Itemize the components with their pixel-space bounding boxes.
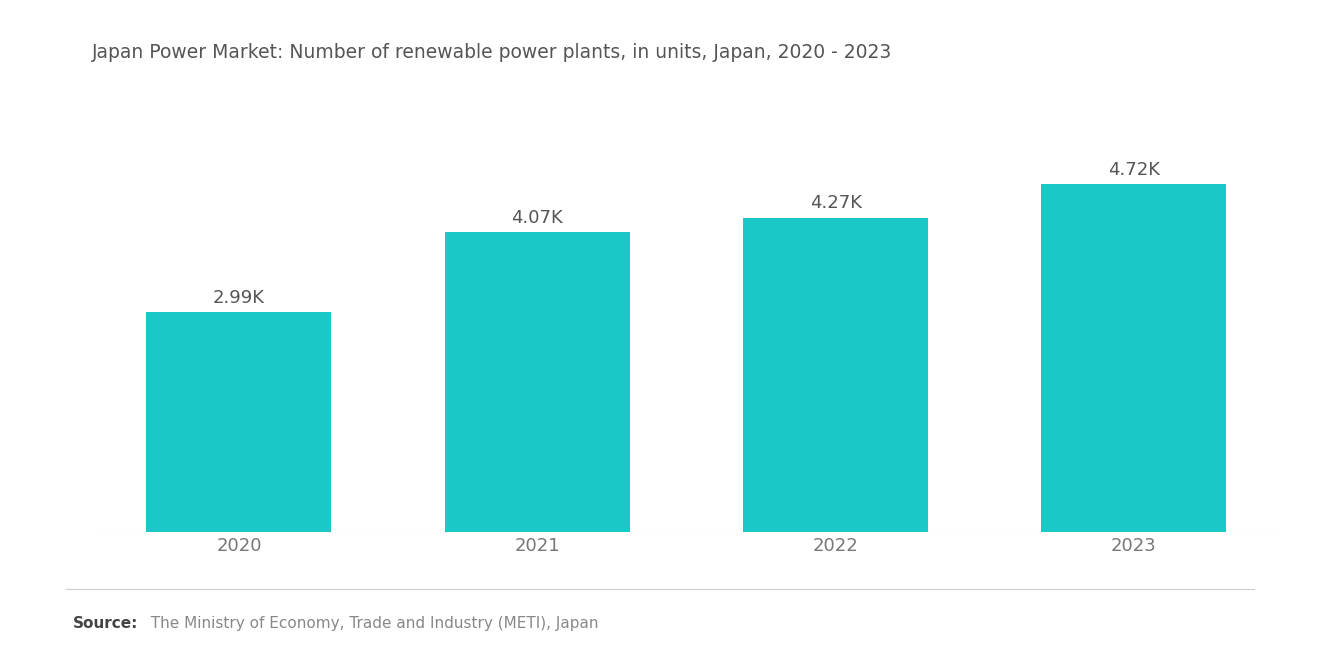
Text: Japan Power Market: Number of renewable power plants, in units, Japan, 2020 - 20: Japan Power Market: Number of renewable … <box>92 43 892 63</box>
Text: 4.27K: 4.27K <box>809 194 862 213</box>
Bar <box>1041 184 1226 532</box>
Text: 4.07K: 4.07K <box>511 209 564 227</box>
Bar <box>743 217 928 532</box>
Text: 2.99K: 2.99K <box>213 289 265 307</box>
Text: The Ministry of Economy, Trade and Industry (METI), Japan: The Ministry of Economy, Trade and Indus… <box>141 616 599 631</box>
Text: 4.72K: 4.72K <box>1107 162 1160 180</box>
Bar <box>147 312 331 532</box>
Bar <box>445 232 630 532</box>
Text: Source:: Source: <box>73 616 139 631</box>
